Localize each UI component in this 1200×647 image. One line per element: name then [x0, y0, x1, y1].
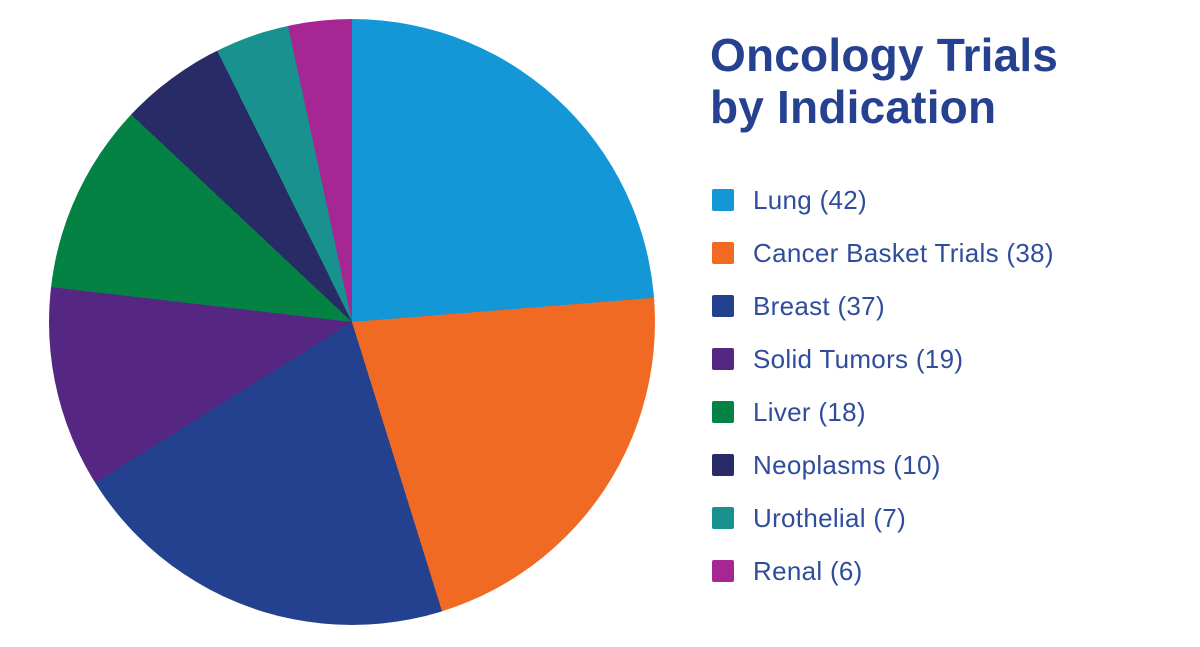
legend-label: Cancer Basket Trials (38): [753, 237, 1054, 268]
legend: Lung (42) Cancer Basket Trials (38) Brea…: [712, 184, 1192, 610]
legend-swatch: [712, 560, 734, 582]
legend-label: Solid Tumors (19): [753, 343, 964, 374]
legend-swatch: [712, 295, 734, 317]
legend-label: Neoplasms (10): [753, 449, 941, 480]
legend-swatch: [712, 189, 734, 211]
chart-title-line-1: Oncology Trials: [710, 29, 1059, 81]
legend-swatch: [712, 454, 734, 476]
legend-swatch: [712, 348, 734, 370]
pie-chart: [49, 19, 655, 625]
legend-item: Urothelial (7): [712, 502, 1192, 533]
chart-title-line-2: by Indication: [710, 80, 997, 133]
legend-item: Liver (18): [712, 396, 1192, 427]
legend-label: Liver (18): [753, 396, 866, 427]
legend-item: Neoplasms (10): [712, 449, 1192, 480]
legend-item: Lung (42): [712, 184, 1192, 215]
legend-label: Breast (37): [753, 290, 885, 321]
legend-swatch: [712, 507, 734, 529]
legend-label: Lung (42): [753, 184, 867, 215]
chart-title: Oncology Trials by Indication: [710, 29, 1190, 133]
legend-item: Renal (6): [712, 555, 1192, 586]
legend-swatch: [712, 242, 734, 264]
legend-label: Renal (6): [753, 555, 863, 586]
chart-header: Oncology Trials by Indication: [710, 29, 1190, 133]
legend-item: Cancer Basket Trials (38): [712, 237, 1192, 268]
legend-swatch: [712, 401, 734, 423]
legend-item: Breast (37): [712, 290, 1192, 321]
legend-label: Urothelial (7): [753, 502, 907, 533]
legend-item: Solid Tumors (19): [712, 343, 1192, 374]
